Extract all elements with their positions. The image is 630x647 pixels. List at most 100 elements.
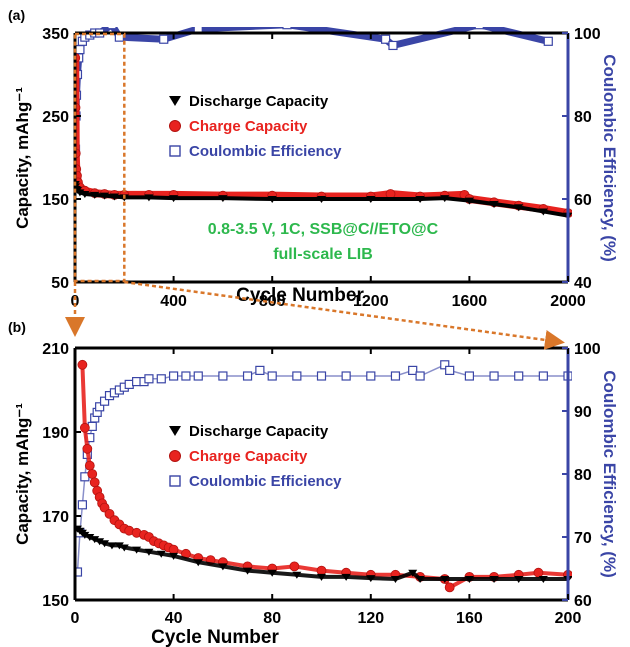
coulombic-efficiency-point	[292, 371, 302, 381]
x-tick-label: 200	[555, 610, 582, 627]
x-tick-label: 80	[263, 610, 281, 627]
zoom-arrow-right	[124, 280, 565, 350]
discharge-capacity-point	[218, 563, 228, 571]
coulombic-efficiency-point	[159, 34, 169, 44]
y2-tick-label: 80	[574, 109, 592, 126]
coulombic-efficiency-point	[445, 365, 455, 375]
y2-tick-label: 40	[574, 275, 592, 292]
discharge-capacity-point	[415, 576, 425, 583]
discharge-capacity-point	[80, 191, 90, 199]
coulombic-efficiency-point	[440, 360, 450, 370]
legend-marker-discharge	[169, 96, 181, 106]
y-tick-label: 150	[42, 593, 69, 610]
charge-capacity-point	[79, 422, 90, 433]
coulombic-efficiency-point	[380, 34, 391, 44]
coulombic-efficiency-point	[341, 371, 351, 381]
discharge-capacity-point	[514, 204, 524, 212]
discharge-capacity-point	[317, 573, 326, 581]
y-tick-label: 50	[51, 275, 69, 292]
y-tick-label: 190	[42, 425, 69, 442]
coulombic-efficiency-point	[144, 374, 154, 384]
x-tick-label: 0	[71, 610, 80, 627]
discharge-capacity-point	[390, 576, 400, 583]
charge-capacity-point	[82, 443, 93, 454]
discharge-capacity-point	[267, 196, 277, 203]
discharge-capacity-point	[119, 544, 129, 552]
y2-axis-title: Coulombic Efficiency, (%)	[600, 54, 619, 262]
discharge-capacity-point	[464, 197, 474, 205]
y-tick-label: 150	[42, 192, 69, 209]
condition-annotation: full-scale LIB	[273, 246, 373, 263]
legend-marker-coulombic	[169, 145, 181, 157]
discharge-capacity-point	[218, 195, 228, 203]
discharge-capacity-point	[514, 576, 524, 583]
coulombic-efficiency-point	[464, 371, 474, 381]
coulombic-efficiency-point	[282, 27, 292, 30]
charge-capacity-point	[87, 469, 98, 479]
discharge-capacity-point	[109, 193, 119, 201]
discharge-capacity-point	[366, 196, 376, 203]
discharge-capacity-point	[464, 576, 474, 583]
discharge-capacity-point	[169, 195, 179, 203]
discharge-capacity-point	[193, 559, 203, 567]
y2-tick-label: 60	[574, 192, 592, 209]
coulombic-efficiency-point	[169, 371, 179, 381]
discharge-capacity-point	[538, 208, 548, 216]
discharge-capacity-point	[489, 200, 499, 208]
y-tick-label: 210	[42, 341, 69, 358]
discharge-capacity-point	[440, 195, 450, 203]
discharge-capacity-point	[114, 542, 124, 550]
x-tick-label: 1200	[353, 293, 389, 310]
charge-capacity-point	[89, 477, 100, 488]
legend: Discharge Capacity Charge Capacity Coulomb…	[169, 93, 342, 160]
coulombic-efficiency-point	[75, 567, 83, 577]
y2-tick-label: 100	[574, 26, 601, 43]
discharge-capacity-point	[317, 196, 326, 203]
discharge-capacity-point	[144, 548, 154, 556]
discharge-capacity-point	[80, 531, 90, 539]
coulombic-efficiency-point	[75, 44, 85, 55]
coulombic-efficiency-point	[99, 396, 110, 406]
zoom-indicator	[65, 32, 565, 350]
legend-label: Charge Capacity	[189, 118, 308, 135]
legend-marker-coulombic	[169, 475, 181, 487]
y2-tick-label: 60	[574, 593, 592, 610]
coulombic-efficiency-point	[77, 500, 87, 510]
discharge-capacity-point	[156, 550, 166, 558]
discharge-capacity-point	[408, 569, 418, 577]
legend-label: Coulombic Efficiency	[189, 143, 342, 160]
plot-area	[75, 27, 572, 220]
charge-capacity-band	[75, 57, 569, 218]
x-tick-label: 1600	[452, 293, 488, 310]
coulombic-efficiency-point	[107, 27, 117, 30]
coulombic-efficiency-point	[366, 371, 376, 381]
coulombic-efficiency-point	[489, 371, 499, 381]
y-tick-label: 250	[42, 109, 69, 126]
coulombic-efficiency-point	[95, 402, 105, 412]
coulombic-efficiency-point	[267, 371, 277, 381]
discharge-capacity-point	[90, 191, 100, 199]
coulombic-efficiency-point	[181, 371, 191, 381]
coulombic-efficiency-point	[390, 371, 401, 381]
y-tick-label: 350	[42, 26, 69, 43]
zoom-box	[73, 32, 126, 283]
coulombic-efficiency-point	[316, 371, 327, 381]
discharge-capacity-point	[243, 567, 253, 575]
legend-label: Discharge Capacity	[189, 93, 329, 110]
discharge-capacity-point	[292, 571, 302, 579]
discharge-capacity-point	[100, 540, 110, 548]
discharge-capacity-point	[107, 542, 117, 550]
panel-label: (a)	[8, 7, 25, 23]
coulombic-efficiency-point	[218, 371, 228, 381]
discharge-capacity-point	[267, 569, 277, 577]
discharge-capacity-point	[489, 576, 499, 583]
x-tick-label: 160	[456, 610, 483, 627]
y2-tick-label: 90	[574, 404, 592, 421]
charge-capacity-point	[84, 460, 95, 471]
legend-label: Discharge Capacity	[189, 423, 329, 440]
x-axis-title: Cycle Number	[236, 285, 364, 306]
discharge-capacity-point	[440, 576, 450, 583]
y-axis-title: Capacity, mAhg⁻¹	[13, 403, 32, 545]
discharge-capacity-point	[538, 576, 548, 583]
charge-capacity-point	[444, 582, 455, 593]
